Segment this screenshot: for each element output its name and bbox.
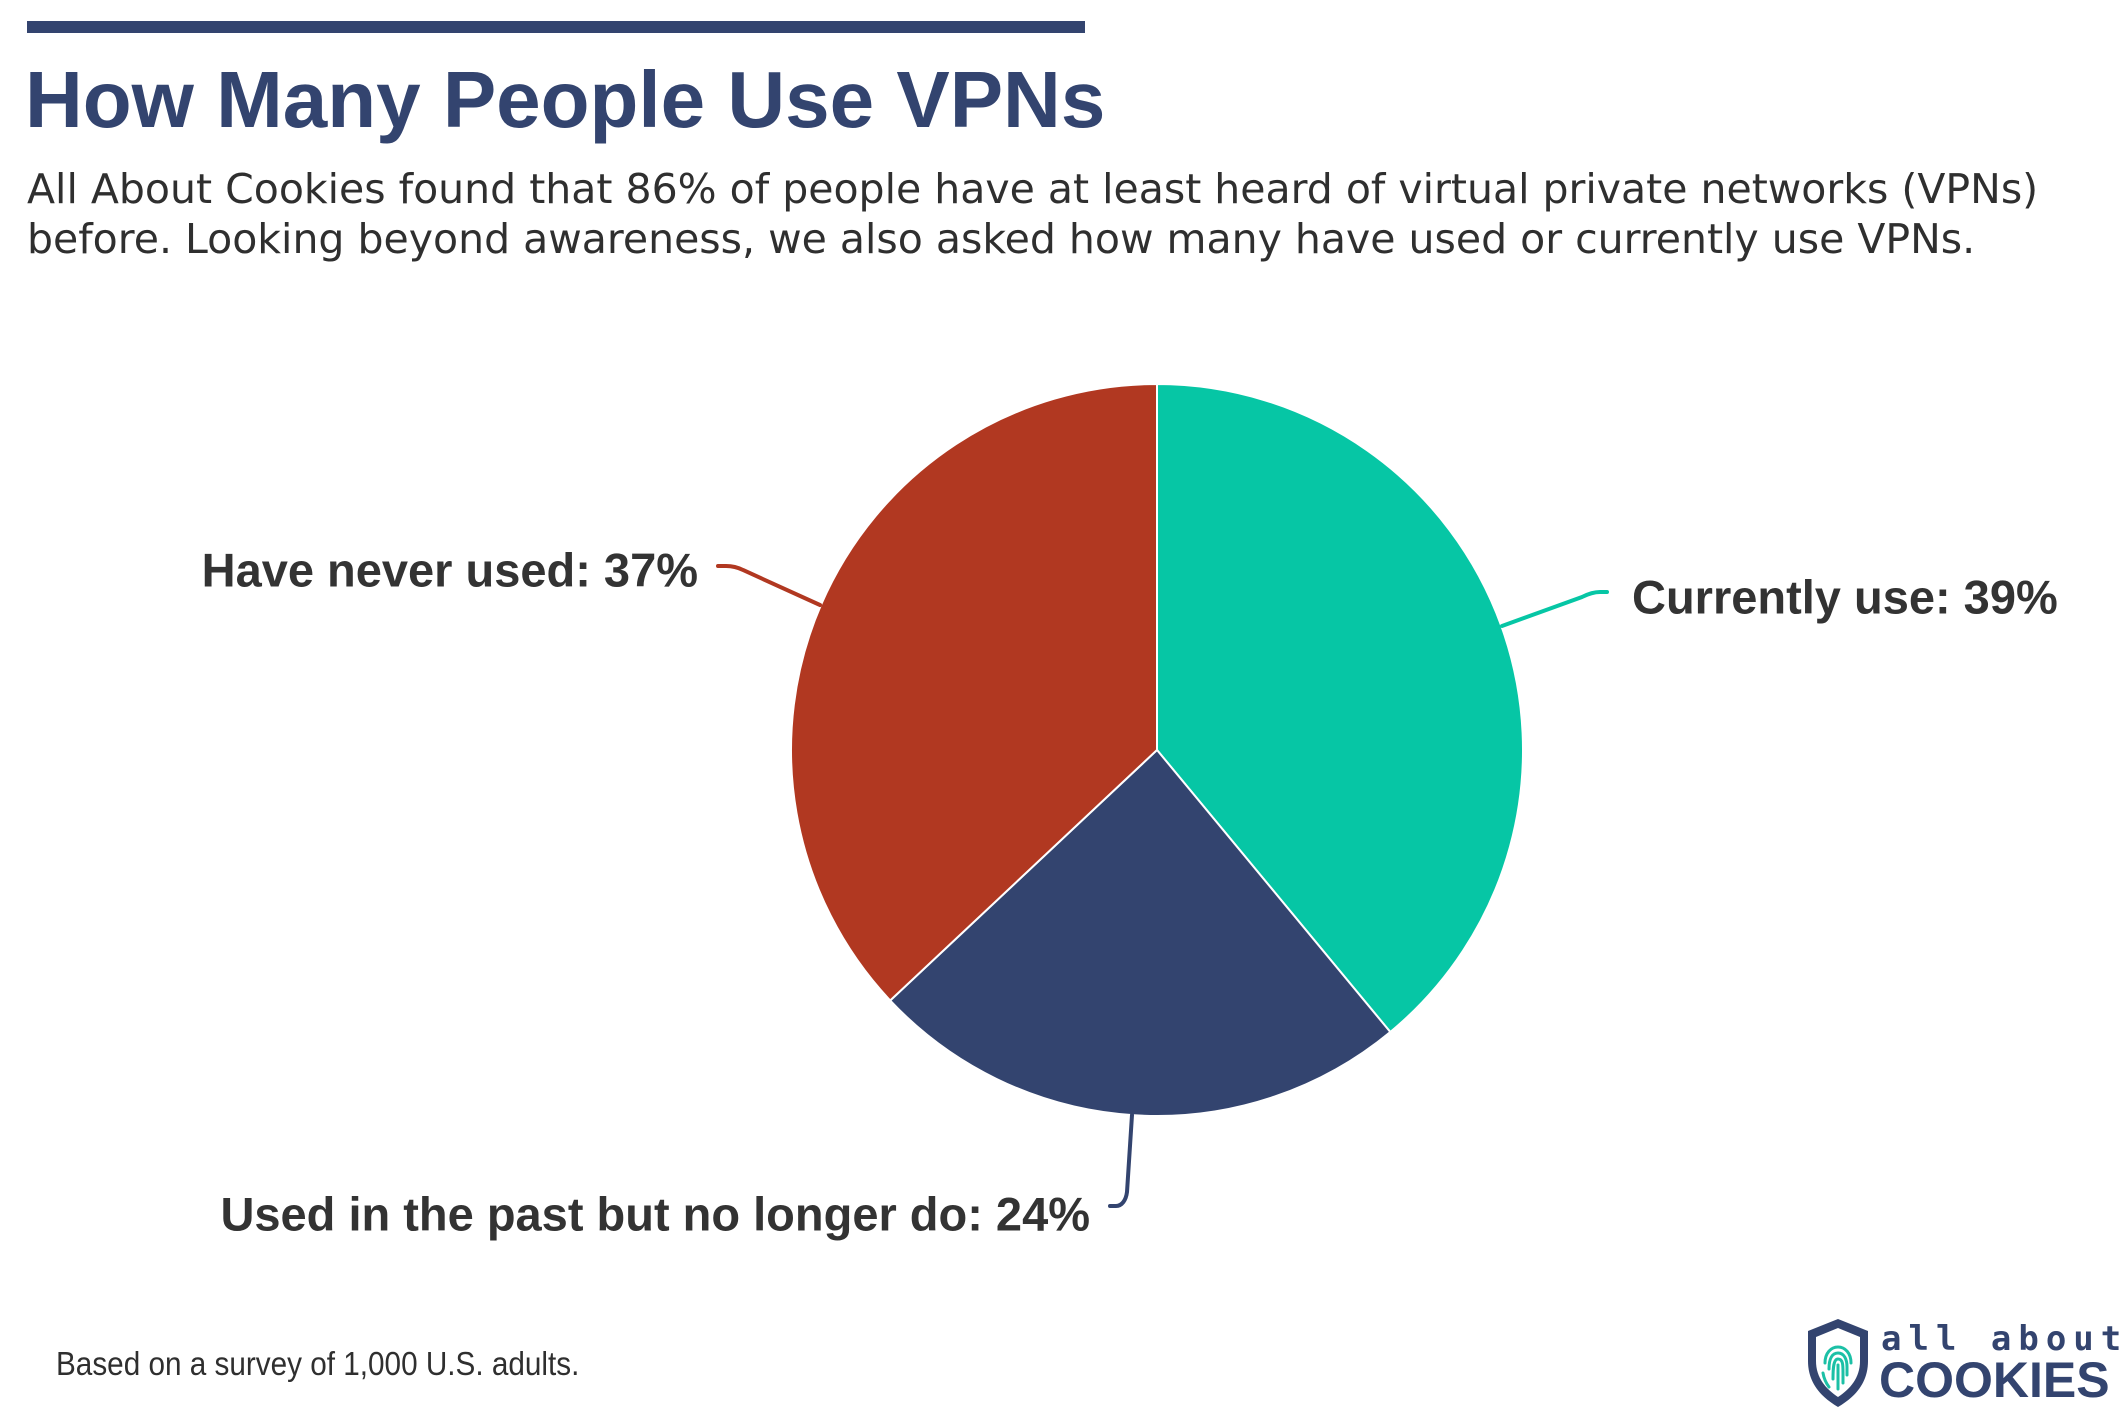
page-subtitle: All About Cookies found that 86% of peop… <box>27 165 2039 263</box>
pie-slice-used-in-past <box>889 749 1392 1117</box>
logo-text-top: all about <box>1881 1319 2125 1359</box>
slice-labels: Currently use: 39% Used in the past but n… <box>202 543 2058 1240</box>
page-title: How Many People Use VPNs <box>25 55 1106 144</box>
leader-line-currently-use <box>1500 590 1609 628</box>
all-about-cookies-logo: all about COOKIES <box>1805 1317 2121 1417</box>
logo-text-bottom: COOKIES <box>1879 1352 2110 1408</box>
label-never-used: Have never used: 37% <box>202 543 698 596</box>
label-leaders <box>716 564 1609 1208</box>
top-rule <box>27 21 1085 33</box>
pie-slices <box>790 383 1524 1117</box>
leader-line-used-in-past <box>1108 1113 1134 1208</box>
label-currently-use: Currently use: 39% <box>1632 570 2058 623</box>
leader-line-never-used <box>716 564 822 607</box>
label-used-in-past: Used in the past but no longer do: 24% <box>220 1187 1090 1240</box>
shield-fingerprint-icon <box>1808 1319 1868 1407</box>
survey-footnote: Based on a survey of 1,000 U.S. adults. <box>56 1345 580 1382</box>
